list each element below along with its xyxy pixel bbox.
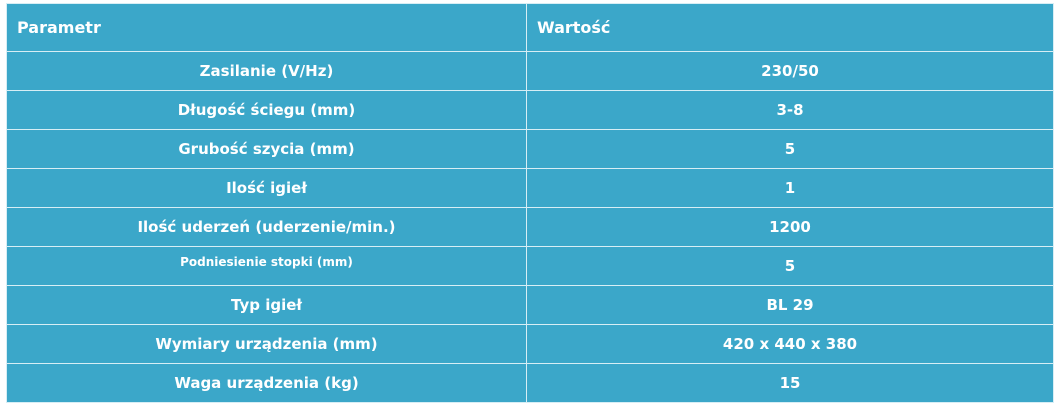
header-parametr: Parametr <box>6 3 527 52</box>
value-cell: 3-8 <box>526 90 1054 130</box>
value-cell: 1200 <box>526 207 1054 247</box>
param-cell: Podniesienie stopki (mm) <box>6 246 527 286</box>
table-row: Waga urządzenia (kg) 15 <box>6 363 1054 403</box>
table-row: Zasilanie (V/Hz) 230/50 <box>6 51 1054 91</box>
value-cell: 420 x 440 x 380 <box>526 324 1054 364</box>
value-cell: 230/50 <box>526 51 1054 91</box>
table-row: Ilość uderzeń (uderzenie/min.) 1200 <box>6 207 1054 247</box>
value-cell: BL 29 <box>526 285 1054 325</box>
specifications-table: Parametr Wartość Zasilanie (V/Hz) 230/50… <box>6 3 1054 403</box>
param-cell: Zasilanie (V/Hz) <box>6 51 527 91</box>
param-cell: Długość ściegu (mm) <box>6 90 527 130</box>
param-cell: Typ igieł <box>6 285 527 325</box>
table-row: Długość ściegu (mm) 3-8 <box>6 90 1054 130</box>
value-cell: 5 <box>526 129 1054 169</box>
table-row: Typ igieł BL 29 <box>6 285 1054 325</box>
table-row: Grubość szycia (mm) 5 <box>6 129 1054 169</box>
table-row: Ilość igieł 1 <box>6 168 1054 208</box>
table-row: Wymiary urządzenia (mm) 420 x 440 x 380 <box>6 324 1054 364</box>
table-header-row: Parametr Wartość <box>6 3 1054 52</box>
value-cell: 15 <box>526 363 1054 403</box>
param-cell: Ilość igieł <box>6 168 527 208</box>
value-cell: 1 <box>526 168 1054 208</box>
header-wartosc: Wartość <box>526 3 1054 52</box>
table-row: Podniesienie stopki (mm) 5 <box>6 246 1054 286</box>
param-cell: Grubość szycia (mm) <box>6 129 527 169</box>
value-cell: 5 <box>526 246 1054 286</box>
param-cell: Wymiary urządzenia (mm) <box>6 324 527 364</box>
param-cell: Ilość uderzeń (uderzenie/min.) <box>6 207 527 247</box>
param-cell: Waga urządzenia (kg) <box>6 363 527 403</box>
param-label-small: Podniesienie stopki (mm) <box>180 255 353 269</box>
